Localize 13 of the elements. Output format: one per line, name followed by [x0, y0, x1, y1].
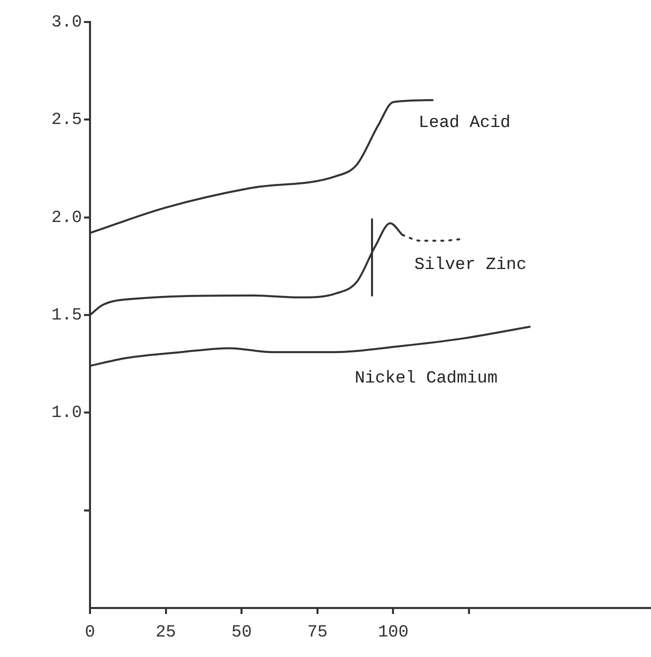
x-tick-label: 25 — [156, 624, 176, 643]
x-tick-label: 75 — [307, 624, 328, 643]
y-tick-label: 3.0 — [51, 14, 82, 32]
series-label: Silver Zinc — [414, 256, 527, 275]
y-tick-label: 1.0 — [51, 404, 82, 424]
x-tick-label: 100 — [378, 624, 409, 643]
y-tick-label: 2.0 — [51, 208, 82, 228]
x-tick-label: 50 — [231, 624, 252, 643]
x-tick-label: 0 — [84, 624, 96, 643]
y-tick-label: 2.5 — [51, 111, 82, 130]
series-label: Nickel Cadmium — [354, 370, 498, 389]
series-label: Lead Acid — [418, 114, 510, 134]
y-tick-label: 1.5 — [51, 306, 82, 326]
